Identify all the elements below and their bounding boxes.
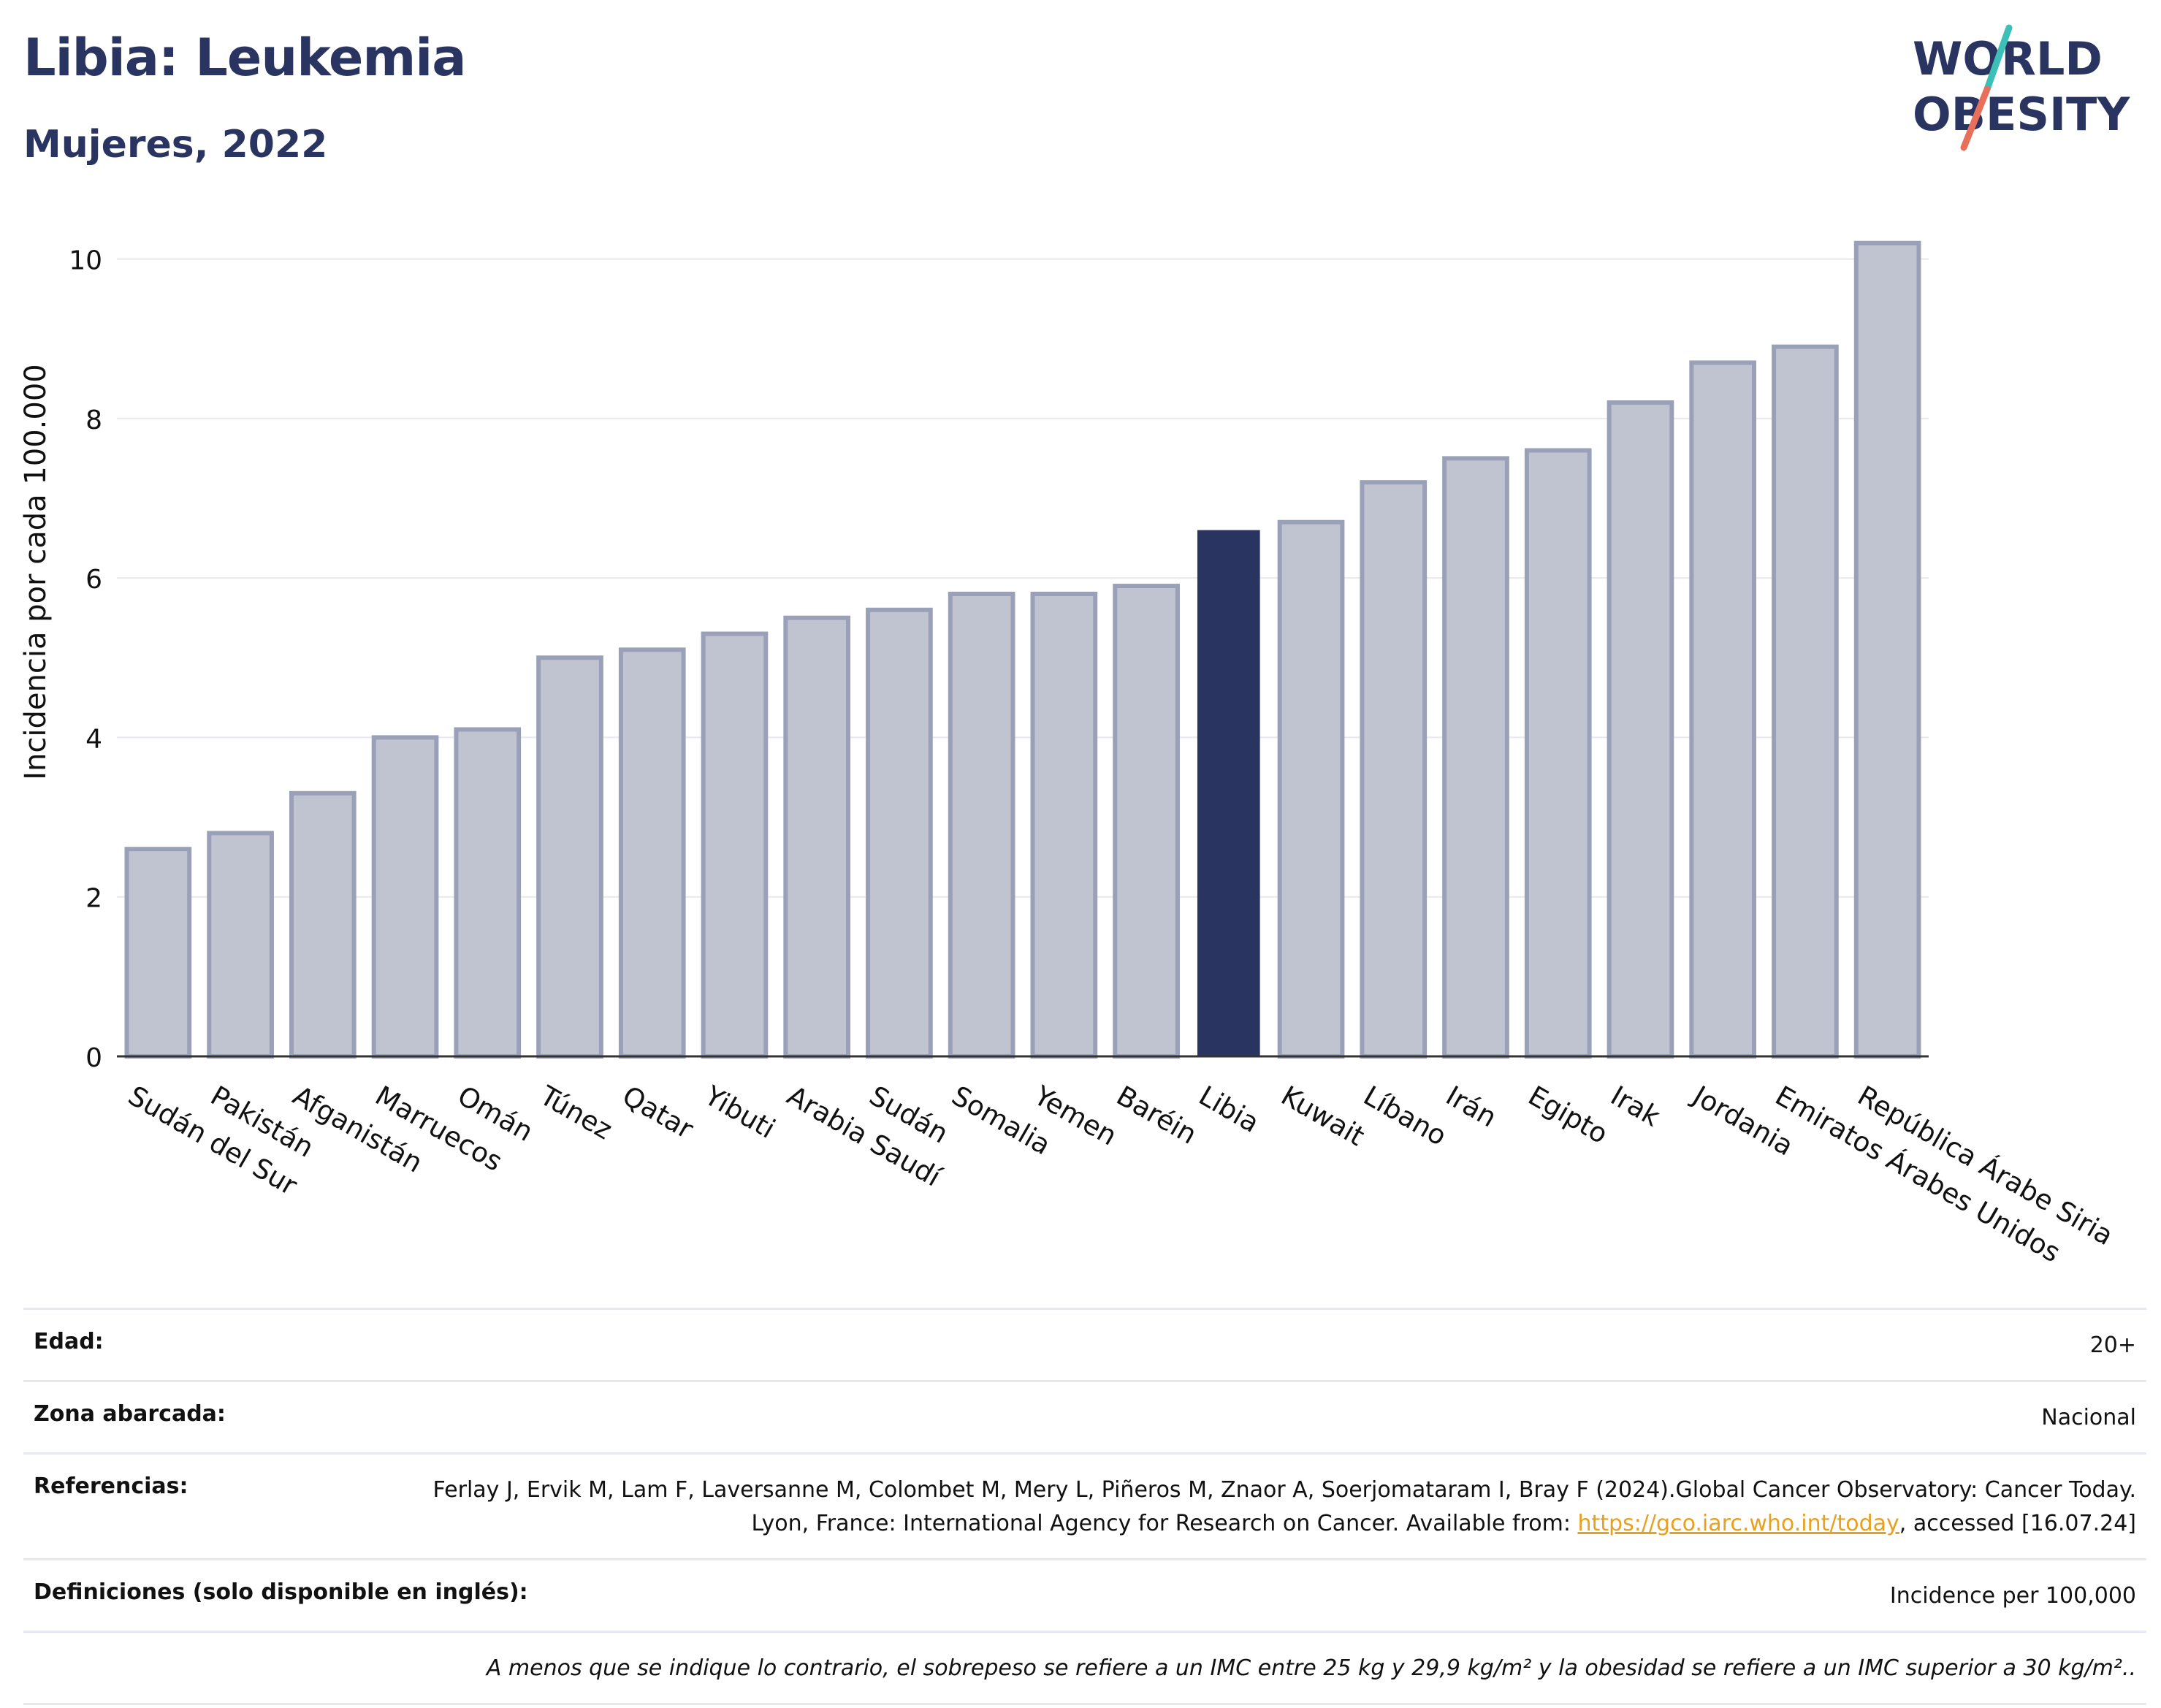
x-tick-label: Kuwait [1276, 1080, 1370, 1152]
bar-república-árabe-siria [1853, 240, 1921, 1059]
bar-chart: 0 2 4 6 8 10 Sudán del SurPakistánAfganistánM… [19, 240, 2119, 1269]
bar-yemen [1030, 591, 1098, 1059]
x-tick-label: Egipto [1523, 1080, 1614, 1150]
reference-link[interactable]: https://gco.iarc.who.int/today [1577, 1511, 1899, 1536]
bar-sudán [866, 607, 933, 1059]
x-tick-label: Túnez [534, 1080, 617, 1146]
bar-libia [1197, 530, 1260, 1056]
reference-text: Ferlay J, Ervik M, Lam F, Laversanne M, … [432, 1477, 2136, 1536]
bar-marruecos [371, 735, 439, 1059]
y-tick-label: 4 [85, 724, 102, 754]
bar-somalia [948, 591, 1015, 1059]
bar-omán [454, 727, 522, 1059]
info-value-area: Nacional [2041, 1405, 2136, 1430]
info-label-references: Referencias: [34, 1473, 188, 1499]
reference-accessed: , accessed [16.07.24] [1899, 1511, 2136, 1536]
bar-irak [1607, 400, 1674, 1059]
y-tick-label: 2 [85, 884, 102, 914]
bars [124, 240, 1921, 1059]
info-table: Edad: 20+ Zona abarcada: Nacional Refere… [23, 1308, 2146, 1705]
x-tick-label: Baréin [1111, 1080, 1203, 1151]
bar-baréin [1113, 584, 1180, 1059]
bar-yibuti [701, 631, 769, 1059]
bar-pakistán [207, 831, 274, 1059]
y-tick-label: 6 [85, 565, 102, 595]
chart-title: Libia: Leukemia [23, 28, 467, 88]
y-tick-label: 10 [69, 246, 102, 276]
info-value-definitions: Incidence per 100,000 [1889, 1583, 2136, 1609]
bar-emiratos-árabes-unidos [1772, 344, 1839, 1059]
x-axis-labels: Sudán del SurPakistánAfganistánMarruecos… [123, 1079, 2119, 1268]
info-note: A menos que se indique lo contrario, el … [486, 1655, 2136, 1681]
info-label-age: Edad: [34, 1329, 104, 1354]
info-row-age: Edad: 20+ [23, 1308, 2146, 1380]
info-label-definitions: Definiciones (solo disponible en inglés)… [34, 1579, 528, 1605]
bar-qatar [618, 647, 686, 1059]
bar-egipto [1524, 448, 1592, 1059]
x-tick-label: Irak [1605, 1080, 1666, 1133]
y-axis-ticks: 0 2 4 6 8 10 [69, 246, 102, 1073]
x-tick-label: Yibuti [698, 1080, 780, 1145]
bar-arabia-saudí [783, 615, 851, 1059]
bar-irán [1442, 456, 1509, 1059]
bar-jordania [1689, 360, 1757, 1059]
info-value-age: 20+ [2089, 1333, 2136, 1358]
x-tick-label: Libia [1194, 1080, 1265, 1139]
x-tick-label: Qatar [617, 1080, 699, 1145]
info-row-area: Zona abarcada: Nacional [23, 1380, 2146, 1452]
info-row-references: Referencias: Ferlay J, Ervik M, Lam F, L… [23, 1452, 2146, 1558]
x-tick-label: Líbano [1358, 1080, 1452, 1152]
y-tick-label: 8 [85, 405, 102, 435]
world-obesity-logo: WORLD OBESITY [1913, 24, 2130, 151]
info-label-area: Zona abarcada: [34, 1401, 226, 1427]
chart-subtitle: Mujeres, 2022 [23, 123, 328, 167]
info-row-definitions: Definiciones (solo disponible en inglés)… [23, 1558, 2146, 1631]
info-value-references: Ferlay J, Ervik M, Lam F, Laversanne M, … [383, 1473, 2136, 1541]
y-axis-label: Incidencia por cada 100.000 [19, 364, 53, 780]
bar-afganistán [289, 790, 357, 1059]
bar-túnez [536, 655, 603, 1059]
bar-kuwait [1277, 519, 1345, 1059]
bar-líbano [1360, 480, 1428, 1059]
logo-line2: OBESITY [1913, 88, 2130, 141]
info-row-note: A menos que se indique lo contrario, el … [23, 1631, 2146, 1705]
y-tick-label: 0 [85, 1043, 102, 1073]
bar-sudán-del-sur [124, 847, 192, 1059]
